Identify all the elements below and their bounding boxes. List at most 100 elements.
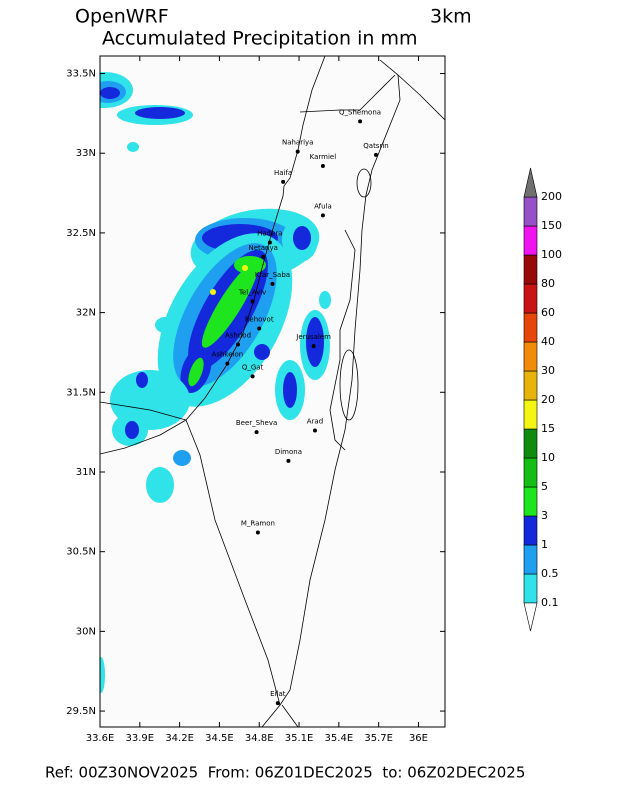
colorbar-segment bbox=[523, 225, 538, 256]
city-marker bbox=[270, 281, 275, 286]
colorbar-label: 200 bbox=[541, 190, 562, 203]
precip-area bbox=[136, 372, 148, 388]
colorbar-label: 20 bbox=[541, 393, 555, 406]
colorbar-segment bbox=[523, 283, 538, 314]
colorbar-label: 0.5 bbox=[541, 567, 559, 580]
colorbar-segment bbox=[523, 196, 538, 227]
precip-area bbox=[306, 317, 324, 367]
colorbar-segment bbox=[523, 399, 538, 430]
precip-area bbox=[254, 344, 270, 360]
y-tick-label: 32N bbox=[76, 308, 96, 319]
coastline bbox=[100, 419, 187, 455]
city-label: Eilat bbox=[270, 690, 286, 698]
city-marker bbox=[286, 458, 291, 463]
x-tick-label: 35.1E bbox=[285, 733, 314, 744]
colorbar-segment bbox=[523, 486, 538, 517]
city-marker bbox=[295, 149, 300, 154]
border bbox=[100, 401, 187, 421]
city-label: Beer_Sheva bbox=[236, 419, 277, 427]
colorbar-over bbox=[523, 167, 538, 198]
border bbox=[281, 704, 299, 727]
colorbar-segment bbox=[523, 370, 538, 401]
y-tick-label: 30N bbox=[76, 626, 96, 637]
colorbar-label: 0.1 bbox=[541, 596, 559, 609]
city-label: Q_Gat bbox=[242, 363, 264, 371]
precip-area bbox=[319, 291, 331, 309]
y-tick-label: 32.5N bbox=[66, 228, 96, 239]
border bbox=[279, 59, 401, 706]
city-label: Hadera bbox=[257, 229, 282, 237]
footer: Ref: 00Z30NOV2025 From: 06Z01DEC2025 to:… bbox=[45, 764, 525, 782]
city-label: Arad bbox=[307, 418, 323, 426]
colorbar-segment bbox=[523, 312, 538, 343]
city-label: Rehovot bbox=[245, 316, 274, 324]
x-tick-label: 34.5E bbox=[205, 733, 234, 744]
x-tick-label: 35.7E bbox=[364, 733, 393, 744]
x-tick-label: 35.4E bbox=[325, 733, 354, 744]
border bbox=[397, 74, 445, 121]
colorbar-label: 15 bbox=[541, 422, 555, 435]
y-tick-label: 29.5N bbox=[66, 706, 96, 717]
city-label: M_Ramon bbox=[241, 520, 275, 528]
colorbar-segment bbox=[523, 428, 538, 459]
colorbar-segment bbox=[523, 254, 538, 285]
colorbar-under bbox=[523, 602, 538, 632]
x-tick-label: 34.2E bbox=[165, 733, 194, 744]
city-marker bbox=[311, 344, 316, 349]
border bbox=[329, 229, 356, 451]
colorbar-segment bbox=[523, 515, 538, 546]
city-marker bbox=[254, 430, 259, 435]
city-marker bbox=[255, 530, 260, 535]
city-label: Haifa bbox=[274, 169, 292, 177]
precip-area bbox=[210, 289, 216, 295]
city-label: Ashdod bbox=[225, 331, 251, 339]
border bbox=[299, 74, 396, 113]
x-tick-label: 34.8E bbox=[245, 733, 274, 744]
city-marker bbox=[225, 361, 230, 366]
resolution: 3km bbox=[430, 6, 472, 28]
lake bbox=[339, 349, 359, 421]
colorbar-label: 100 bbox=[541, 248, 562, 261]
y-tick-label: 31N bbox=[76, 467, 96, 478]
city-marker bbox=[374, 152, 378, 157]
city-marker bbox=[250, 299, 255, 304]
city-marker bbox=[267, 240, 272, 245]
city-marker bbox=[257, 326, 262, 331]
city-label: Q_Shemona bbox=[339, 108, 381, 116]
precipitation-field bbox=[100, 72, 331, 693]
precip-area bbox=[100, 657, 105, 693]
city-label: Kfar_Saba bbox=[255, 271, 290, 279]
city-label: Netanya bbox=[248, 244, 277, 252]
model-name: OpenWRF bbox=[75, 6, 169, 28]
precip-area bbox=[146, 467, 174, 503]
precip-area bbox=[242, 265, 248, 271]
map-title: Accumulated Precipitation in mm bbox=[102, 28, 418, 50]
city-label: Afula bbox=[314, 202, 332, 210]
map-frame bbox=[99, 55, 446, 728]
precip-area bbox=[100, 87, 120, 99]
precip-area bbox=[283, 372, 297, 408]
precip-area bbox=[155, 317, 175, 333]
y-tick-label: 33.5N bbox=[66, 69, 96, 80]
city-label: Tel_Aviv bbox=[238, 288, 266, 296]
x-tick-label: 33.6E bbox=[86, 733, 115, 744]
city-label: Dimona bbox=[275, 448, 302, 456]
precip-area bbox=[173, 450, 191, 466]
x-tick-label: 33.9E bbox=[126, 733, 155, 744]
colorbar-segment bbox=[523, 573, 538, 604]
precip-area bbox=[234, 256, 266, 274]
colorbar-label: 150 bbox=[541, 219, 562, 232]
precip-area bbox=[127, 142, 139, 152]
colorbar-segment bbox=[523, 544, 538, 575]
precip-area bbox=[293, 226, 311, 250]
city-marker bbox=[312, 428, 317, 433]
city-marker bbox=[261, 254, 266, 259]
city-marker bbox=[320, 213, 325, 218]
city-label: Jerusalem bbox=[295, 333, 331, 341]
colorbar-label: 5 bbox=[541, 480, 548, 493]
y-tick-label: 33N bbox=[76, 148, 96, 159]
y-tick-label: 30.5N bbox=[66, 547, 96, 558]
colorbar-label: 3 bbox=[541, 509, 548, 522]
colorbar-label: 1 bbox=[541, 538, 548, 551]
